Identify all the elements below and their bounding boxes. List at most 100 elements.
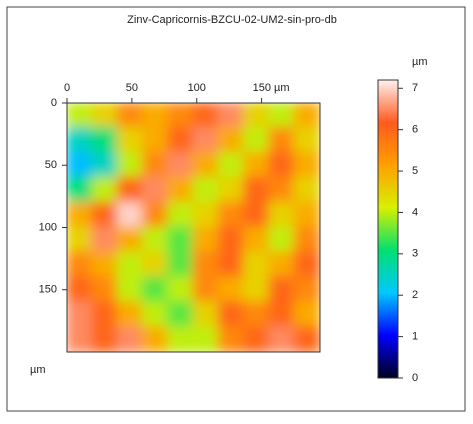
heat-cell — [192, 276, 220, 304]
heat-cell — [293, 326, 320, 352]
heat-cell — [116, 301, 144, 329]
x-tick-label: 150 µm — [253, 82, 290, 94]
colorbar — [377, 79, 399, 379]
heat-cell — [167, 126, 195, 154]
y-tick-label: 0 — [51, 97, 57, 109]
heat-cell — [293, 151, 320, 179]
heat-cell — [141, 326, 170, 352]
heat-cell — [293, 276, 320, 304]
colorbar-tick-label: 4 — [412, 206, 418, 218]
heat-cell — [167, 301, 195, 329]
heat-cell — [116, 201, 144, 229]
heat-cell — [217, 301, 246, 329]
heat-cell — [192, 226, 220, 254]
heat-cell — [116, 103, 144, 129]
heat-cell — [116, 126, 144, 154]
heat-cell — [243, 176, 271, 204]
heat-cell — [243, 201, 271, 229]
heat-cell — [192, 151, 220, 179]
heat-cell — [116, 226, 144, 254]
colorbar-tick-label: 3 — [412, 248, 418, 260]
heat-cell — [268, 251, 296, 279]
heat-cell — [141, 176, 170, 204]
heat-cell — [141, 201, 170, 229]
heat-cell — [167, 326, 195, 352]
x-axis-label: µm — [30, 364, 46, 376]
heat-cell — [192, 251, 220, 279]
heat-cell — [91, 226, 119, 254]
heat-cell — [116, 151, 144, 179]
colorbar-tick-label: 7 — [412, 82, 418, 94]
heat-cell — [217, 226, 246, 254]
heat-cell — [141, 226, 170, 254]
heat-cell — [192, 201, 220, 229]
heat-cell — [217, 326, 246, 352]
heat-cell — [167, 226, 195, 254]
heat-cell — [293, 103, 320, 129]
cells — [67, 103, 320, 352]
heat-cell — [192, 301, 220, 329]
colorbar-label: µm — [412, 56, 428, 68]
heat-cell — [293, 176, 320, 204]
heat-cell — [67, 326, 94, 352]
heat-cell — [141, 151, 170, 179]
heat-cell — [217, 251, 246, 279]
heat-cell — [217, 201, 246, 229]
heat-cell — [141, 126, 170, 154]
heat-cell — [192, 176, 220, 204]
colorbar-tick-label: 1 — [412, 331, 418, 343]
heat-cell — [116, 326, 144, 352]
heat-cell — [268, 201, 296, 229]
colorbar-tick-label: 5 — [412, 165, 418, 177]
y-tick-label: 50 — [45, 159, 57, 171]
heat-cell — [243, 226, 271, 254]
heat-cell — [268, 176, 296, 204]
heat-cell — [116, 276, 144, 304]
heat-cell — [91, 326, 119, 352]
heat-cell — [293, 226, 320, 254]
heat-cell — [67, 301, 94, 329]
heat-cell — [192, 326, 220, 352]
heat-cell — [268, 226, 296, 254]
heat-cell — [217, 126, 246, 154]
heat-cell — [167, 176, 195, 204]
x-tick-label: 0 — [64, 82, 70, 94]
heat-cell — [91, 176, 119, 204]
heat-cell — [91, 276, 119, 304]
heat-cell — [268, 151, 296, 179]
colorbar-tick-label: 2 — [412, 289, 418, 301]
x-tick-label: 50 — [126, 82, 138, 94]
heat-cell — [167, 103, 195, 129]
heat-cell — [167, 201, 195, 229]
heat-cell — [268, 301, 296, 329]
heat-cell — [141, 276, 170, 304]
heat-cell — [141, 251, 170, 279]
heat-cell — [243, 151, 271, 179]
heat-cell — [192, 126, 220, 154]
heat-cell — [243, 326, 271, 352]
heat-cell — [192, 103, 220, 129]
heat-cell — [91, 103, 119, 129]
heat-cell — [293, 201, 320, 229]
heat-cell — [243, 126, 271, 154]
heat-cell — [67, 226, 94, 254]
heat-cell — [293, 126, 320, 154]
heat-cell — [217, 176, 246, 204]
heat-cell — [67, 176, 94, 204]
heat-cell — [243, 276, 271, 304]
heat-cell — [116, 251, 144, 279]
heat-cell — [67, 103, 94, 129]
heat-cell — [91, 201, 119, 229]
heat-cell — [268, 103, 296, 129]
y-tick-label: 150 — [39, 284, 57, 296]
heat-cell — [67, 126, 94, 154]
heat-cell — [91, 126, 119, 154]
heat-cell — [268, 326, 296, 352]
heat-cell — [67, 276, 94, 304]
heat-cell — [293, 301, 320, 329]
heat-cell — [268, 126, 296, 154]
heat-cell — [293, 251, 320, 279]
heat-cell — [91, 301, 119, 329]
heat-cell — [167, 251, 195, 279]
